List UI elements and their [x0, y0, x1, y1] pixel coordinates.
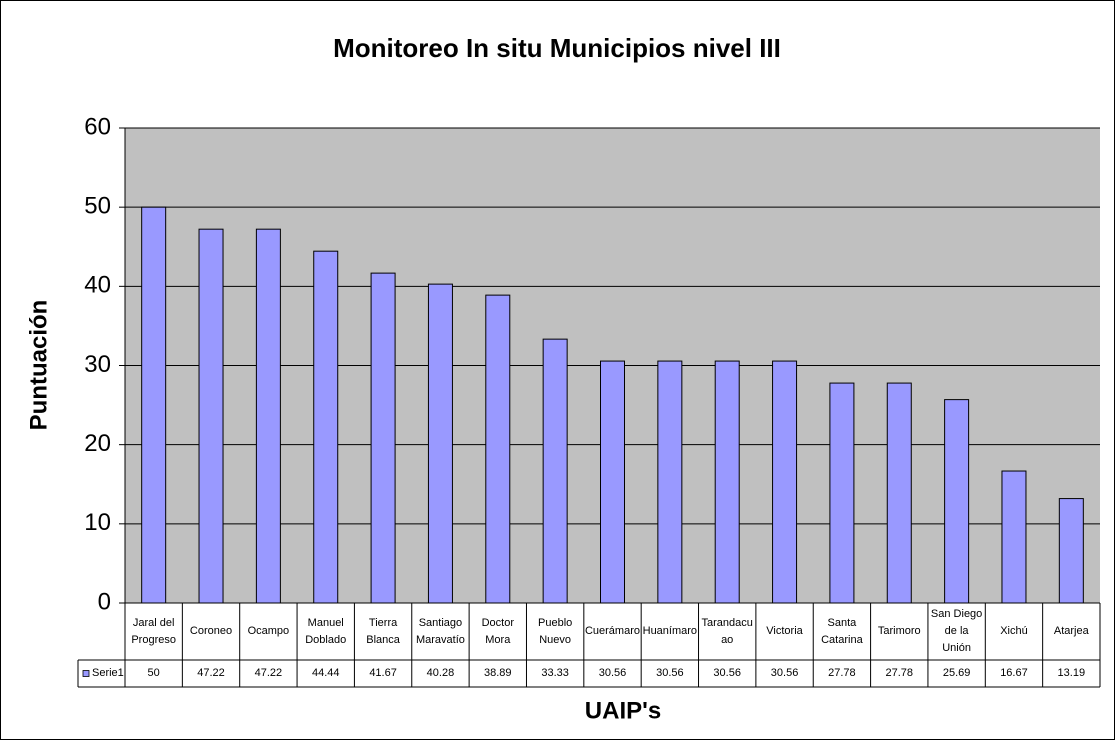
x-tick-label: Ocampo	[247, 625, 290, 637]
y-tick-label: 0	[98, 588, 111, 615]
bar	[829, 382, 855, 604]
x-tick-label: Atarjea	[1053, 625, 1089, 637]
table-value: 25.69	[942, 667, 971, 679]
x-tick-label: Coroneo	[189, 625, 233, 637]
bar	[886, 382, 912, 604]
table-value: 30.56	[598, 667, 627, 679]
x-tick-label: Huanímaro	[642, 625, 698, 637]
table-value: 44.44	[311, 667, 340, 679]
y-tick-label: 40	[84, 272, 111, 299]
table-value: 50	[147, 667, 160, 679]
legend-entry: Serie1	[92, 667, 124, 679]
y-axis-label: Puntuación	[25, 300, 52, 431]
x-tick-label: San Diego de la Unión	[930, 608, 983, 654]
x-tick-label: Pueblo Nuevo	[538, 616, 573, 646]
x-tick-label: Tarandacuao	[701, 616, 753, 646]
table-value: 47.22	[197, 667, 225, 679]
bar	[198, 228, 224, 604]
y-tick-label: 30	[84, 351, 111, 378]
legend-marker	[82, 670, 90, 677]
table-value: 40.28	[426, 667, 455, 679]
bar	[944, 399, 970, 604]
table-value: 16.67	[1000, 667, 1028, 679]
table-value: 30.56	[770, 667, 799, 679]
x-tick-label: Tarimoro	[877, 625, 921, 637]
chart-title: Monitoreo In situ Municipios nivel III	[333, 33, 781, 63]
bar	[1001, 470, 1027, 604]
bar	[714, 360, 740, 604]
bar	[370, 272, 396, 604]
x-axis-label: UAIP's	[585, 697, 661, 724]
y-tick-label: 20	[84, 430, 111, 457]
table-value: 41.67	[369, 667, 397, 679]
x-tick-label: Xichú	[1000, 625, 1028, 637]
y-tick-label: 50	[84, 193, 111, 220]
bar	[542, 338, 568, 604]
table-value: 30.56	[656, 667, 684, 679]
x-tick-label: Victoria	[766, 625, 803, 637]
table-value: 33.33	[541, 667, 569, 679]
table-value: 27.78	[885, 667, 914, 679]
bar	[255, 228, 281, 604]
bar	[485, 294, 511, 604]
table-value: 38.89	[484, 667, 512, 679]
x-tick-label: Cuerámaro	[584, 625, 640, 637]
bar	[427, 283, 453, 604]
bar	[600, 360, 625, 604]
table-value: 13.19	[1057, 667, 1086, 679]
x-tick-label: Tierra Blanca	[366, 616, 400, 646]
x-tick-label: Manuel Doblado	[305, 616, 347, 646]
bar	[141, 206, 167, 604]
y-tick-label: 10	[84, 509, 111, 536]
table-value: 47.22	[254, 667, 283, 679]
bar	[313, 250, 339, 604]
table-value: 30.56	[713, 667, 741, 679]
bar	[772, 360, 798, 604]
x-tick-label: Jaral del Progreso	[131, 616, 176, 646]
bar	[1058, 498, 1084, 604]
table-value: 27.78	[828, 667, 856, 679]
bar	[657, 360, 683, 604]
x-tick-label: Santiago Maravatío	[415, 616, 465, 646]
x-tick-label: Santa Catarina	[821, 616, 863, 646]
x-tick-label: Doctor Mora	[481, 616, 514, 646]
y-tick-label: 60	[84, 113, 111, 140]
